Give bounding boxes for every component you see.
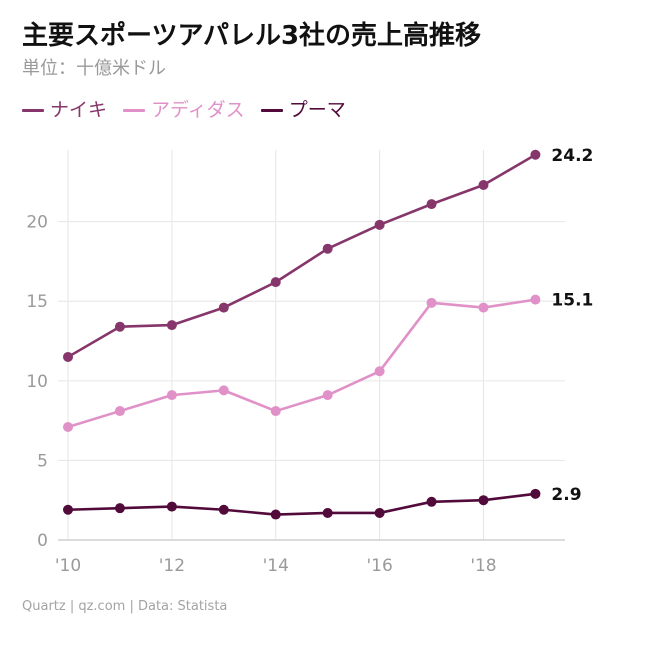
data-point-puma <box>478 495 489 506</box>
data-point-puma <box>270 509 281 520</box>
data-point-nike <box>166 320 177 331</box>
y-tick-label: 20 <box>26 213 48 233</box>
data-point-nike <box>270 277 281 288</box>
data-point-adidas <box>478 302 489 313</box>
data-point-adidas <box>426 297 437 308</box>
data-point-puma <box>218 504 229 515</box>
y-tick-label: 5 <box>37 451 48 471</box>
data-point-puma <box>166 501 177 512</box>
series-line-nike <box>66 153 537 359</box>
data-point-puma <box>114 503 125 514</box>
data-point-adidas <box>218 385 229 396</box>
legend-swatch-puma <box>260 108 283 112</box>
legend-item-puma: プーマ <box>260 98 346 122</box>
x-tick-label: '10 <box>55 556 81 576</box>
legend-item-nike: ナイキ <box>22 98 107 122</box>
data-point-adidas <box>374 366 385 377</box>
x-tick-label: '12 <box>159 556 185 576</box>
data-point-nike <box>478 180 489 191</box>
end-label-nike: 24.2 <box>551 146 593 166</box>
y-tick-label: 15 <box>26 292 48 312</box>
end-label-puma: 2.9 <box>551 485 581 505</box>
data-point-adidas <box>270 406 281 417</box>
data-point-nike <box>374 219 385 230</box>
y-tick-label: 10 <box>26 372 48 392</box>
x-tick-label: '16 <box>366 556 392 576</box>
data-point-puma <box>322 507 333 518</box>
data-point-nike <box>114 321 125 332</box>
chart-subtitle: 単位：十億米ドル <box>22 58 166 79</box>
legend-label-adidas: アディダス <box>151 99 245 121</box>
legend-label-nike: ナイキ <box>50 99 108 121</box>
data-point-puma <box>63 504 73 515</box>
legend-item-adidas: アディダス <box>123 98 245 122</box>
data-point-nike <box>530 149 541 160</box>
y-tick-label: 0 <box>37 531 48 551</box>
legend: ナイキ アディダス プーマ <box>22 97 362 123</box>
x-tick-label: '18 <box>470 556 496 576</box>
data-point-adidas <box>114 406 125 417</box>
data-point-adidas <box>530 294 541 305</box>
data-point-puma <box>426 496 437 507</box>
data-point-nike <box>322 243 333 254</box>
legend-swatch-adidas <box>123 108 146 112</box>
data-point-adidas <box>63 421 73 432</box>
data-point-adidas <box>166 390 177 401</box>
series-line-adidas <box>66 298 537 429</box>
data-point-adidas <box>322 390 333 401</box>
data-point-nike <box>63 351 73 362</box>
data-point-nike <box>426 199 437 210</box>
x-tick-label: '14 <box>263 556 289 576</box>
end-label-adidas: 15.1 <box>551 291 593 311</box>
data-point-puma <box>374 507 385 518</box>
data-point-puma <box>530 488 541 499</box>
legend-label-puma: プーマ <box>288 99 346 121</box>
series-line-puma <box>66 492 537 516</box>
legend-swatch-nike <box>22 108 44 112</box>
source-footer: Quartz | qz.com | Data: Statista <box>22 599 228 614</box>
chart-title: 主要スポーツアパレル3社の売上高推移 <box>22 21 482 51</box>
data-point-nike <box>218 302 229 313</box>
